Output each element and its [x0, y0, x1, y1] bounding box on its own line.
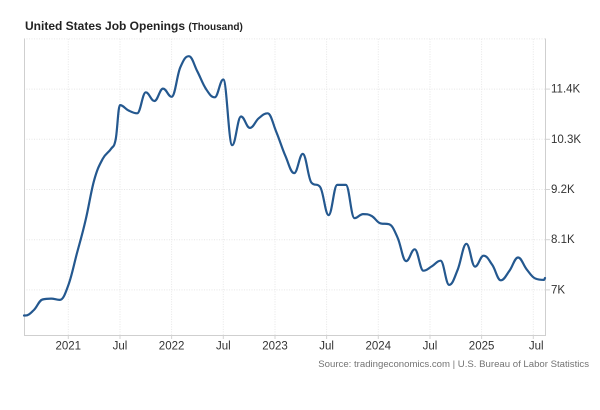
svg-text:7K: 7K: [551, 284, 565, 296]
svg-text:2023: 2023: [262, 341, 288, 353]
svg-text:2021: 2021: [56, 341, 82, 353]
svg-text:Jul: Jul: [529, 341, 544, 353]
svg-text:2025: 2025: [469, 341, 495, 353]
svg-text:Jul: Jul: [216, 341, 231, 353]
svg-text:2024: 2024: [366, 341, 392, 353]
svg-text:Jul: Jul: [319, 341, 334, 353]
svg-text:8.1K: 8.1K: [551, 234, 575, 246]
svg-text:9.2K: 9.2K: [551, 184, 575, 196]
svg-text:2022: 2022: [159, 341, 185, 353]
svg-text:Jul: Jul: [423, 341, 438, 353]
svg-text:10.3K: 10.3K: [551, 134, 581, 146]
svg-text:11.4K: 11.4K: [551, 84, 581, 96]
svg-text:Jul: Jul: [113, 341, 128, 353]
